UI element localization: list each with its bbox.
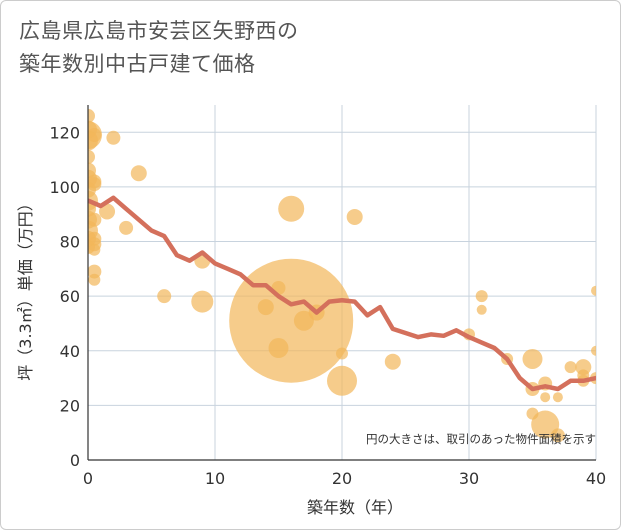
x-tick-label: 20: [332, 469, 352, 488]
data-bubble: [191, 290, 214, 313]
data-bubble: [564, 361, 577, 374]
data-bubble: [384, 353, 401, 370]
data-bubble: [293, 310, 314, 331]
data-bubble: [229, 258, 354, 383]
data-bubble: [476, 304, 487, 315]
data-bubble: [88, 177, 102, 192]
x-tick-label: 0: [83, 469, 93, 488]
y-tick-label: 60: [60, 287, 80, 306]
data-bubble: [336, 347, 348, 360]
data-bubble: [257, 299, 274, 316]
y-tick-label: 100: [49, 178, 80, 197]
x-tick-label: 40: [586, 469, 606, 488]
trend-series: [88, 195, 596, 392]
data-bubble: [540, 392, 551, 403]
x-tick-label: 30: [459, 469, 479, 488]
data-bubble: [99, 203, 116, 220]
data-bubble: [522, 348, 543, 369]
y-tick-label: 40: [60, 342, 80, 361]
data-bubble: [130, 165, 147, 182]
data-bubble: [88, 149, 95, 164]
axes: [87, 105, 596, 461]
data-bubble: [268, 338, 289, 359]
data-bubble: [552, 392, 563, 403]
y-tick-label: 80: [60, 233, 80, 252]
size-note: 円の大きさは、取引のあった物件面積を示す: [366, 432, 596, 446]
average-price-line: [88, 195, 596, 392]
data-bubble: [550, 428, 565, 443]
data-bubble: [106, 130, 121, 145]
data-bubble: [88, 273, 101, 286]
y-tick-label: 20: [60, 396, 80, 415]
bubble-series: [88, 108, 596, 443]
data-bubble: [88, 243, 101, 256]
data-bubble: [526, 407, 539, 420]
data-bubble: [88, 128, 102, 143]
data-bubble: [591, 285, 596, 296]
data-bubble: [278, 195, 305, 222]
data-bubble: [346, 208, 363, 225]
chart-title-line-1: 広島県広島市安芸区矢野西の: [19, 19, 299, 43]
data-bubble: [88, 212, 102, 227]
chart-title: 広島県広島市安芸区矢野西の 築年数別中古戸建て価格: [19, 15, 579, 81]
y-axis-label: 坪（3.3㎡）単価（万円）: [16, 195, 35, 380]
data-bubble: [475, 290, 488, 303]
x-tick-label: 10: [205, 469, 225, 488]
data-bubble: [327, 365, 357, 396]
chart-title-line-2: 築年数別中古戸建て価格: [19, 52, 256, 76]
grid: [88, 105, 597, 460]
data-bubble: [591, 345, 596, 356]
y-tick-label: 120: [49, 123, 80, 142]
tick-labels: 0 20 40 60 80 100 120 0 10 20 30 40: [49, 123, 606, 488]
data-bubble: [88, 108, 95, 123]
y-tick-label: 0: [70, 451, 80, 470]
x-axis-label: 築年数（年）: [307, 498, 403, 517]
data-bubble: [119, 220, 134, 235]
data-bubble: [157, 289, 172, 304]
